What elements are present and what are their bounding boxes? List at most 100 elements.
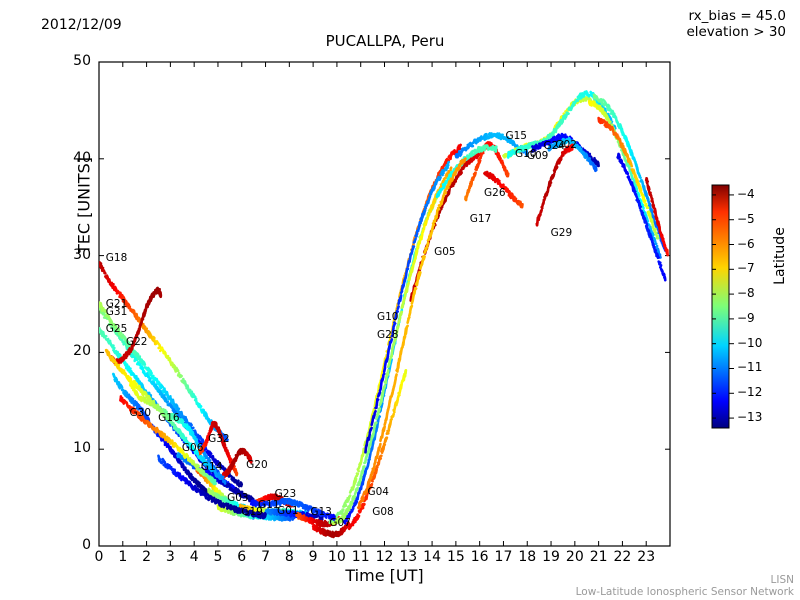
x-tick-label: 13 xyxy=(399,549,418,565)
satellite-track xyxy=(221,447,253,480)
satellite-track xyxy=(109,286,163,366)
satellite-label: G03 xyxy=(227,491,249,504)
satellite-label: G13 xyxy=(310,506,332,519)
satellite-label: G10 xyxy=(376,310,399,323)
y-tick-label: 50 xyxy=(73,53,91,69)
satellite-track xyxy=(592,93,667,252)
satellite-track xyxy=(409,148,484,302)
x-tick-label: 22 xyxy=(613,549,632,565)
x-tick-label: 18 xyxy=(518,549,537,565)
x-tick-label: 5 xyxy=(213,549,223,565)
satellite-track xyxy=(616,152,667,282)
x-tick-label: 7 xyxy=(261,549,270,565)
satellite-label: G16 xyxy=(158,412,180,425)
x-tick-label: 11 xyxy=(351,549,370,565)
satellite-label: G26 xyxy=(484,186,506,199)
page-title: PUCALLPA, Peru xyxy=(325,32,445,50)
x-tick-label: 6 xyxy=(237,549,247,565)
satellite-label: G07 xyxy=(329,516,351,529)
x-tick-label: 12 xyxy=(375,549,394,565)
colorbar-tick-label: −7 xyxy=(737,261,755,276)
satellite-label: G10 xyxy=(514,147,537,160)
satellite-label: G09 xyxy=(526,149,549,162)
satellite-label: G15 xyxy=(505,129,527,142)
colorbar-tick-label: −5 xyxy=(737,211,755,226)
annotation-box: rx_bias = 45.0 elevation > 30 xyxy=(686,8,786,40)
colorbar-tick-label: −10 xyxy=(737,335,763,350)
satellite-track xyxy=(311,521,351,539)
satellite-label: G14 xyxy=(200,460,223,473)
x-tick-label: 1 xyxy=(118,549,128,565)
satellite-label: G04 xyxy=(367,485,389,498)
satellite-track xyxy=(357,157,467,510)
y-tick-label: 30 xyxy=(73,246,91,263)
satellite-label: G08 xyxy=(372,506,394,519)
satellite-label: G19 xyxy=(241,506,263,519)
colorbar-gradient xyxy=(711,184,730,429)
colorbar-tick-label: −13 xyxy=(737,410,763,425)
date-label: 2012/12/09 xyxy=(41,17,122,33)
colorbar-tick-label: −11 xyxy=(737,360,763,375)
series-layer xyxy=(99,90,669,539)
satellite-label: G20 xyxy=(246,458,268,471)
satellite-track xyxy=(99,301,208,449)
satellite-label: G31 xyxy=(105,305,128,318)
satellite-label: G32 xyxy=(208,432,230,445)
satellite-label: G21 xyxy=(105,297,128,310)
colorbar-tick-label: −9 xyxy=(737,310,755,325)
satellite-label: G22 xyxy=(125,335,148,348)
y-tick-label: 20 xyxy=(73,343,91,360)
x-axis-label: Time [UT] xyxy=(345,566,424,585)
x-tick-label: 0 xyxy=(94,549,104,565)
watermark: LISN Low-Latitude Ionospheric Sensor Net… xyxy=(576,574,794,598)
satellite-label: G29 xyxy=(550,227,573,240)
colorbar-tick-label: −12 xyxy=(737,385,763,400)
satellite-label: G02 xyxy=(555,139,577,152)
satellite-track xyxy=(157,454,267,520)
satellite-label: G06 xyxy=(181,442,204,455)
satellite-label: G05 xyxy=(434,245,456,258)
x-tick-label: 10 xyxy=(327,549,346,565)
satellite-label: G17 xyxy=(469,212,492,225)
x-tick-label: 15 xyxy=(446,549,465,565)
x-tick-label: 19 xyxy=(542,549,560,565)
satellite-track xyxy=(644,176,669,257)
colorbar-tick-label: −8 xyxy=(737,286,755,301)
watermark-acronym: LISN xyxy=(770,574,794,586)
satellite-track xyxy=(597,116,660,240)
x-tick-label: 21 xyxy=(589,549,608,565)
satellite-track xyxy=(547,136,598,173)
satellite-track xyxy=(483,170,524,209)
satellite-track xyxy=(119,395,217,486)
y-tick-label: 10 xyxy=(73,440,91,457)
satellite-track xyxy=(347,369,408,531)
x-tick-label: 14 xyxy=(423,549,441,565)
y-tick-label: 0 xyxy=(82,537,91,553)
x-tick-label: 20 xyxy=(565,549,584,565)
colorbar-tick-label: −4 xyxy=(737,186,755,201)
satellite-label: G30 xyxy=(129,407,152,420)
x-tick-label: 2 xyxy=(142,549,152,565)
elevation-annotation: elevation > 30 xyxy=(686,24,786,40)
satellite-track xyxy=(535,143,574,227)
watermark-fullname: Low-Latitude Ionospheric Sensor Network xyxy=(575,586,794,598)
colorbar-tick-label: −6 xyxy=(737,236,755,251)
satellite-label: G01 xyxy=(277,505,299,518)
rx-bias-annotation: rx_bias = 45.0 xyxy=(688,8,786,24)
satellite-label: G24 xyxy=(543,140,566,153)
satellite-label: G11 xyxy=(258,499,280,512)
colorbar xyxy=(711,184,734,429)
satellite-track xyxy=(587,99,662,259)
plot-frame xyxy=(98,61,671,547)
satellite-label: G28 xyxy=(376,328,399,341)
satellite-track xyxy=(104,348,227,485)
x-tick-label: 8 xyxy=(284,549,294,565)
x-tick-label: 23 xyxy=(637,549,656,565)
satellite-track xyxy=(249,497,336,521)
satellite-label: G23 xyxy=(274,487,297,500)
x-tick-label: 3 xyxy=(165,549,175,565)
satellite-track xyxy=(364,160,451,454)
x-tick-label: 16 xyxy=(470,549,489,565)
y-tick-label: 40 xyxy=(73,149,91,166)
